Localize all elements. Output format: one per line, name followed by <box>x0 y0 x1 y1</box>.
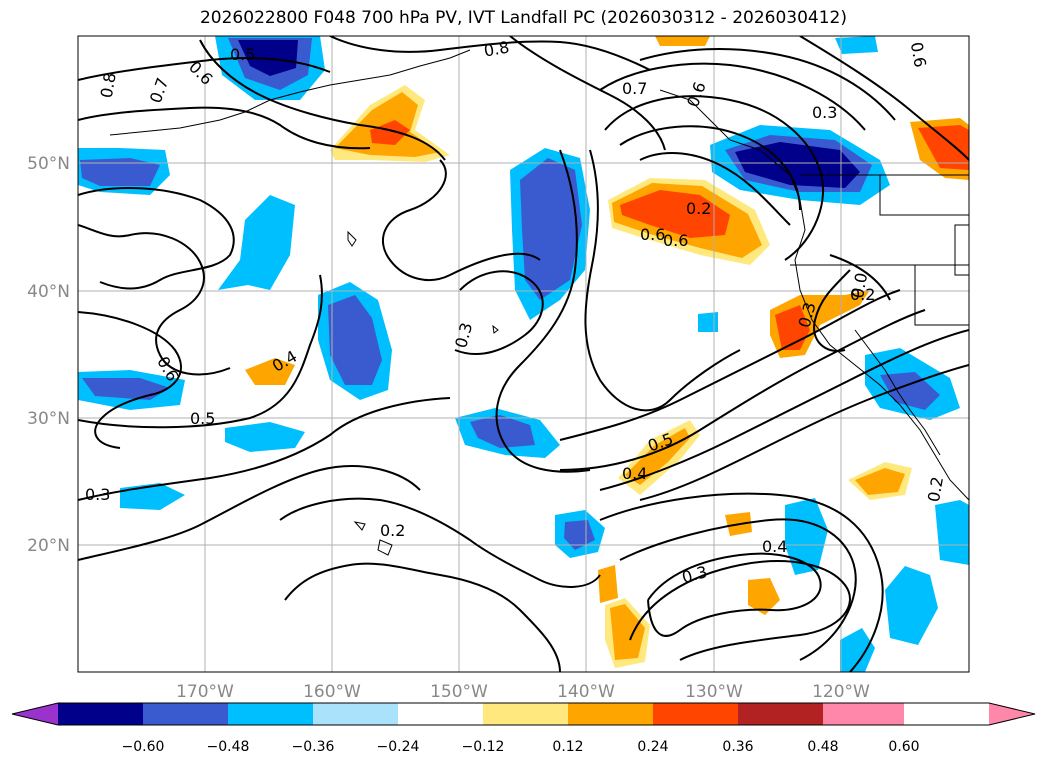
colorbar-bin <box>823 703 904 725</box>
contour-label: 0.5 <box>190 409 215 428</box>
colorbar-bin <box>313 703 398 725</box>
lon-tick: 140°W <box>557 682 615 702</box>
colorbar-tick: −0.36 <box>292 739 335 755</box>
lon-tick: 160°W <box>303 682 361 702</box>
colorbar <box>11 702 1036 726</box>
contour-label: 0.4 <box>762 537 787 556</box>
chart-title: 2026022800 F048 700 hPa PV, IVT Landfall… <box>199 8 847 28</box>
colorbar-bin <box>483 703 568 725</box>
colorbar-ticks: −0.60 −0.48 −0.36 −0.24 −0.12 0.12 0.24 … <box>122 739 920 755</box>
colorbar-tick: −0.60 <box>122 739 165 755</box>
contour-label: 0.6 <box>907 41 930 69</box>
colorbar-bin <box>904 703 989 725</box>
lat-tick-labels: 50°N 40°N 30°N 20°N <box>27 154 70 556</box>
colorbar-extend-low <box>12 703 58 725</box>
contour-label: 0.2 <box>380 521 405 540</box>
colorbar-tick: 0.24 <box>637 739 668 755</box>
lat-tick: 40°N <box>27 282 70 302</box>
contour-label: 0.6 <box>663 231 688 250</box>
contour-label: 0.2 <box>686 199 711 218</box>
coastlines <box>109 49 969 556</box>
contour-label: 0.6 <box>640 225 665 244</box>
colorbar-bin <box>653 703 738 725</box>
colorbar-bin <box>398 703 483 725</box>
colorbar-bin <box>143 703 228 725</box>
lat-tick: 20°N <box>27 536 70 556</box>
contour-label: 0.0 <box>848 271 871 299</box>
gridlines <box>78 36 969 672</box>
colorbar-tick: 0.12 <box>552 739 583 755</box>
colorbar-bin <box>228 703 313 725</box>
lon-tick: 130°W <box>685 682 743 702</box>
colorbar-extend-high <box>989 703 1035 725</box>
colorbar-bin <box>58 703 143 725</box>
colorbar-tick: −0.24 <box>377 739 420 755</box>
lon-tick-labels: 170°W 160°W 150°W 140°W 130°W 120°W <box>176 682 870 702</box>
contour-label: 0.2 <box>924 475 947 503</box>
contour-label: 0.3 <box>85 485 110 504</box>
colorbar-bin <box>568 703 653 725</box>
contour-label: 0.2 <box>850 285 875 304</box>
lon-tick: 150°W <box>430 682 488 702</box>
colorbar-bin <box>738 703 823 725</box>
colorbar-tick: 0.60 <box>888 739 919 755</box>
colorbar-tick: −0.12 <box>462 739 505 755</box>
pv-contours <box>78 36 969 672</box>
lat-tick: 30°N <box>27 409 70 429</box>
contour-label: 0.8 <box>97 71 120 99</box>
colorbar-tick: 0.48 <box>807 739 838 755</box>
negative-anomaly-shading <box>78 36 969 672</box>
lon-tick: 120°W <box>812 682 870 702</box>
contour-label: 0.7 <box>622 79 647 98</box>
lat-tick: 50°N <box>27 154 70 174</box>
contour-label: 0.5 <box>230 45 255 64</box>
contour-label: 0.8 <box>482 37 510 60</box>
contour-label: 0.3 <box>812 103 837 122</box>
colorbar-tick: 0.36 <box>722 739 753 755</box>
positive-anomaly-shading <box>245 36 969 668</box>
contour-label: 0.4 <box>622 464 647 483</box>
map-frame <box>77 35 970 673</box>
lon-tick: 170°W <box>176 682 234 702</box>
colorbar-tick: −0.48 <box>207 739 250 755</box>
map-area: 0.5 0.8 0.6 0.7 0.8 0.7 0.6 0.3 0.6 0.2 … <box>78 36 969 672</box>
